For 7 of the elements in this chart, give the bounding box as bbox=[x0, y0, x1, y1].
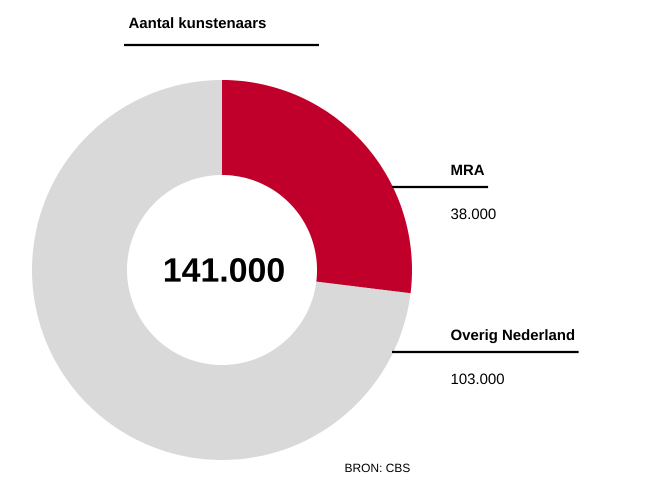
slice-label: MRA bbox=[452, 164, 484, 175]
chart-title: Aantal kunstenaars bbox=[128, 17, 266, 28]
text: 141.000 bbox=[164, 258, 284, 282]
data-label: 38.000 bbox=[451, 208, 496, 220]
text: BRON: CBS bbox=[346, 464, 410, 472]
slice-label: Overig Nederland bbox=[451, 329, 574, 344]
data-label: 103.000 bbox=[452, 374, 504, 384]
